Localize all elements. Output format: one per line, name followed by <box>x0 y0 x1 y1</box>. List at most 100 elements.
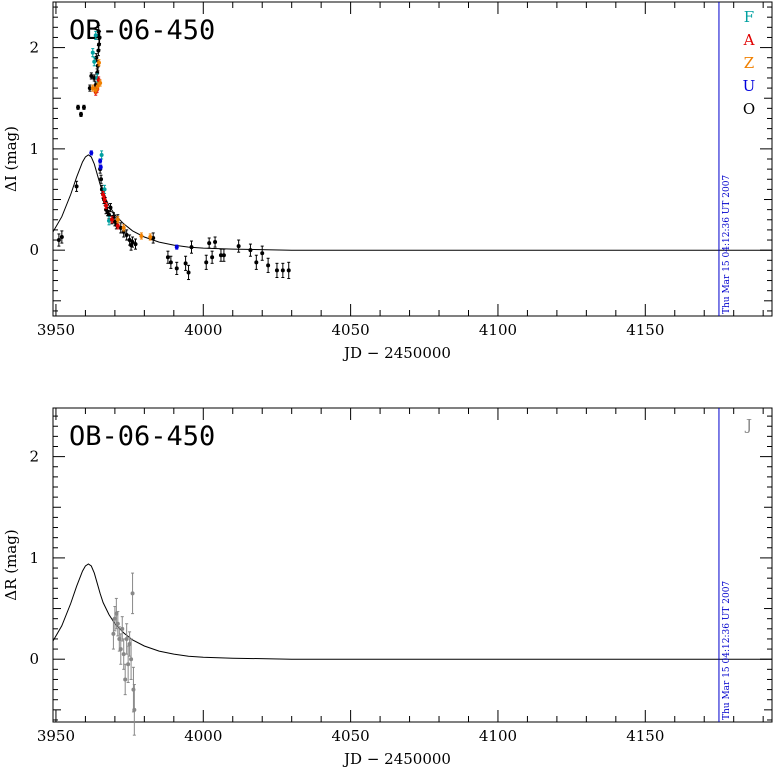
data-point <box>92 75 97 80</box>
x-tick-label: 4150 <box>626 727 664 745</box>
model-curve <box>52 154 772 251</box>
legend-entry-J: J <box>744 416 752 434</box>
data-point <box>213 240 218 245</box>
y-tick-label: 1 <box>29 549 39 567</box>
data-point <box>93 33 98 38</box>
data-point <box>108 205 113 210</box>
data-point <box>130 240 135 245</box>
data-point <box>130 591 135 596</box>
x-tick-label: 4050 <box>332 321 370 339</box>
data-point <box>81 105 86 110</box>
data-point <box>118 225 123 230</box>
data-point <box>99 177 104 182</box>
x-tick-label: 4000 <box>184 727 222 745</box>
x-axis-label: JD − 2450000 <box>342 750 451 768</box>
legend-entry-Z: Z <box>744 54 754 72</box>
data-point <box>131 687 136 692</box>
data-point <box>124 636 129 641</box>
data-point <box>115 621 120 626</box>
data-point <box>74 184 79 189</box>
data-point <box>186 270 191 275</box>
data-point <box>115 217 120 222</box>
data-point <box>274 268 279 273</box>
chart-panel-2: 3950 4000 4050 4100 4150 0 1 2 JD − 2450000 ΔR (m… <box>2 407 773 768</box>
plot-frame <box>52 1 773 317</box>
data-point <box>133 242 138 247</box>
chart-title: OB-06-450 <box>69 421 215 452</box>
x-tick-label: 3950 <box>37 727 75 745</box>
data-point <box>168 260 173 265</box>
data-point <box>89 150 94 155</box>
chart-title: OB-06-450 <box>69 15 215 46</box>
x-axis-label: JD − 2450000 <box>342 344 451 362</box>
data-point <box>109 217 114 222</box>
y-tick-label: 0 <box>29 650 39 668</box>
data-point <box>98 159 103 164</box>
plot-frame <box>52 407 773 723</box>
legend-entry-O: O <box>743 100 755 118</box>
x-tick-label: 4150 <box>626 321 664 339</box>
data-point <box>56 238 61 243</box>
data-point <box>76 105 81 110</box>
y-tick-label: 2 <box>29 448 39 466</box>
data-point <box>101 192 106 197</box>
x-tick-label: 4000 <box>184 321 222 339</box>
data-point <box>87 86 92 91</box>
data-point <box>104 203 109 208</box>
data-point <box>92 59 97 64</box>
data-point <box>218 253 223 258</box>
data-point <box>174 245 179 250</box>
data-point <box>126 662 131 667</box>
series-J <box>111 572 137 736</box>
legend-entry-F: F <box>744 8 754 26</box>
x-tick-label: 4100 <box>479 727 517 745</box>
data-point <box>266 263 271 268</box>
data-point <box>115 223 120 228</box>
data-point <box>254 260 259 265</box>
y-tick-label: 2 <box>29 39 39 57</box>
data-point <box>189 245 194 250</box>
series-F <box>90 30 111 226</box>
y-tick-label: 1 <box>29 140 39 158</box>
data-point <box>204 260 209 265</box>
data-point <box>96 29 101 34</box>
data-point <box>260 251 265 256</box>
data-point <box>121 652 126 657</box>
data-point <box>210 255 215 260</box>
legend-entry-U: U <box>743 77 756 95</box>
data-point <box>118 647 123 652</box>
data-point <box>94 55 99 60</box>
data-point <box>183 261 188 266</box>
data-point <box>99 152 104 157</box>
data-point <box>248 248 253 253</box>
data-point <box>123 677 128 682</box>
data-point <box>102 197 107 202</box>
data-point <box>165 255 170 260</box>
y-tick-label: 0 <box>29 241 39 259</box>
data-point <box>95 84 100 89</box>
data-point <box>129 657 134 662</box>
x-tick-label: 3950 <box>37 321 75 339</box>
timestamp-label: Thu Mar 15 04:12:36 UT 2007 <box>722 581 732 720</box>
data-point <box>286 268 291 273</box>
series-Z <box>90 59 153 241</box>
data-point <box>280 268 285 273</box>
y-axis-label: ΔI (mag) <box>2 126 20 192</box>
data-point <box>148 234 153 239</box>
data-point <box>96 60 101 65</box>
series-U <box>89 150 179 250</box>
data-point <box>174 266 179 271</box>
data-point <box>59 234 64 239</box>
data-point <box>236 244 241 249</box>
data-point <box>132 707 137 712</box>
timestamp-label: Thu Mar 15 04:12:36 UT 2007 <box>722 175 732 314</box>
data-point <box>98 165 103 170</box>
legend-entry-A: A <box>743 31 755 49</box>
y-axis-label: ΔR (mag) <box>2 529 20 600</box>
data-point <box>221 253 226 258</box>
data-point <box>78 112 83 117</box>
series-A <box>93 76 120 230</box>
data-point <box>124 232 129 237</box>
model-curve <box>52 563 772 660</box>
